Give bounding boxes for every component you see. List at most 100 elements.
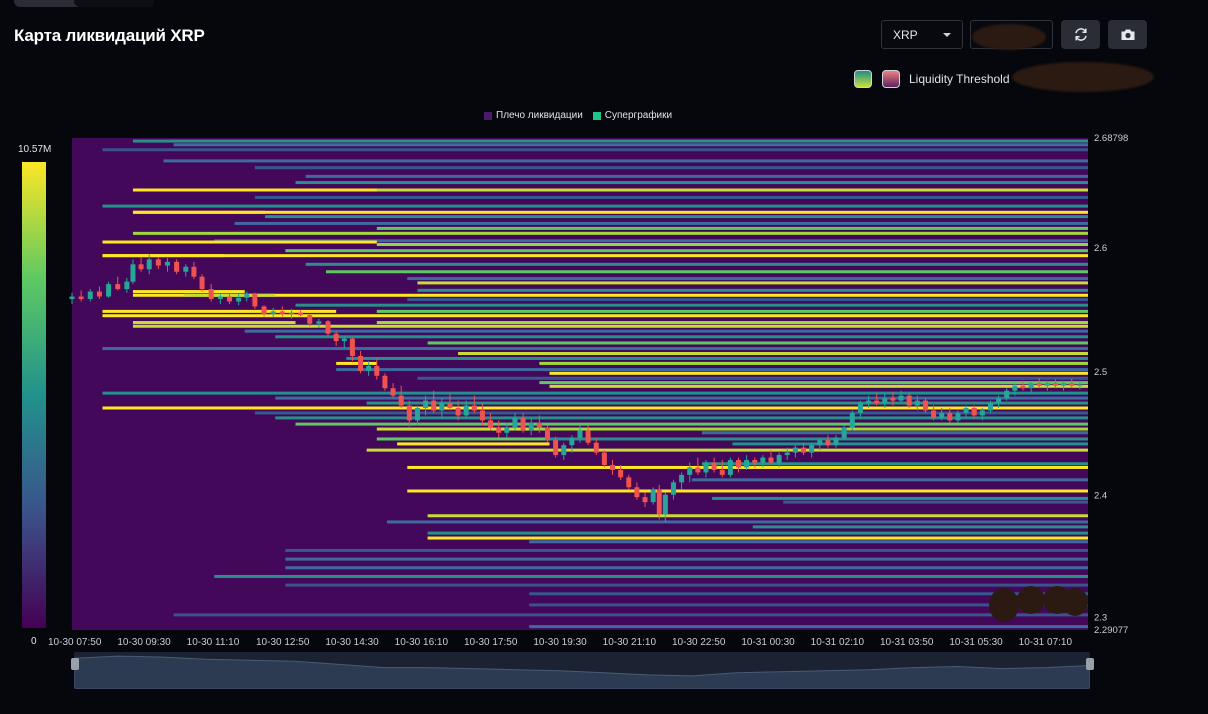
liquidity-level [376,226,1088,230]
liquidity-level [132,324,1088,328]
candle-body [849,412,855,428]
candle-body [914,400,920,406]
colorbar-min-label: 0 [31,636,37,647]
candle-body [890,398,896,401]
threshold-gradient-swatch-a[interactable] [854,70,872,88]
colorbar-max-label: 10.57M [18,144,51,155]
top-tabs[interactable] [14,0,154,7]
legend-item-leverage[interactable]: Плечо ликвидации [484,110,583,121]
liquidity-level [295,181,1088,185]
liquidity-level [285,249,1088,253]
x-tick-label: 10-30 19:30 [533,637,587,648]
liquidity-level [376,309,1088,313]
candle-body [130,264,136,282]
liquidity-level [285,583,1088,587]
candle-body [244,294,250,298]
liquidity-segment [376,406,408,410]
y-tick-label: 2.6 [1094,243,1107,254]
candle-body [569,437,575,446]
liquidity-level [336,368,1088,372]
legend-swatch [484,111,492,120]
liquidity-level [407,277,1088,281]
legend-label: Плечо ликвидации [496,110,583,121]
liquidity-level [275,416,1088,420]
liquidity-level [386,437,1089,441]
liquidity-level [275,335,1088,339]
liquidity-level [132,231,1088,235]
camera-button[interactable] [1108,20,1147,49]
candle-body [146,259,152,270]
candle-body [504,427,510,433]
candle-body [679,474,685,483]
liquidity-level [132,188,1088,192]
x-tick-label: 10-30 14:30 [325,637,379,648]
candle-body [236,297,242,302]
candle-body [174,261,180,272]
liquidity-level [366,448,1088,452]
candle-body [358,355,364,371]
navigator-series [74,655,1090,689]
candle-body [1061,383,1067,386]
candle-body [512,417,518,428]
x-tick-label: 10-31 02:10 [811,637,865,648]
threshold-gradient-swatch-b[interactable] [882,70,900,88]
candle-body [996,398,1002,404]
candle-body [390,388,396,396]
colorbar [22,162,46,628]
candle-body [106,284,112,297]
candle-body [1044,383,1050,386]
navigator-left-handle[interactable] [71,658,79,670]
liquidity-level [326,270,1088,274]
liquidity-level [102,148,1089,152]
liquidity-level [254,195,1088,199]
candle-body [325,321,331,334]
candle-body [78,296,84,299]
candle-body [744,460,750,468]
time-navigator[interactable] [74,652,1090,689]
liquidity-level [752,525,1088,529]
liquidity-level [386,520,1089,524]
liquidity-level [417,281,1088,285]
candle-body [898,395,904,401]
liquidity-level [732,442,1088,446]
candle-body [735,460,741,468]
liquidity-level [173,613,1089,617]
page-title: Карта ликвидаций XRP [14,26,205,45]
legend-swatch [592,111,601,120]
candle-body [191,266,197,277]
legend-item-supercharts[interactable]: Суперграфики [592,110,672,121]
liquidity-level [173,143,1089,147]
x-tick-label: 10-30 17:50 [464,637,518,648]
candle-body [382,375,388,389]
candle-body [423,400,429,408]
y-tick-label: 2.4 [1094,491,1107,502]
liquidity-level [376,242,1088,246]
candle-body [544,427,550,441]
top-tab-active[interactable] [74,0,154,7]
candle-body [817,440,823,446]
candle-body [618,469,624,478]
liquidity-segment [132,210,266,214]
candle-body [662,494,668,515]
candle-body [1012,385,1018,391]
coin-select[interactable]: XRP [881,20,963,49]
liquidity-level [346,356,1088,360]
liquidity-segment [397,442,550,446]
liquidity-level [285,548,1088,552]
candle-body [634,487,640,498]
liquidity-level [285,557,1088,561]
candle-body [374,365,380,376]
liquidity-level [407,298,1088,302]
refresh-button[interactable] [1061,20,1100,49]
candle-body [463,405,469,416]
navigator-right-handle[interactable] [1086,658,1094,670]
liquidity-segment [102,309,337,313]
chevron-down-icon [943,33,951,37]
candle-body [414,407,420,421]
candle-body [87,291,93,299]
candle-body [1020,385,1026,389]
candle-body [1004,390,1010,399]
candle-body [931,410,937,418]
liquidity-level [529,625,1088,629]
